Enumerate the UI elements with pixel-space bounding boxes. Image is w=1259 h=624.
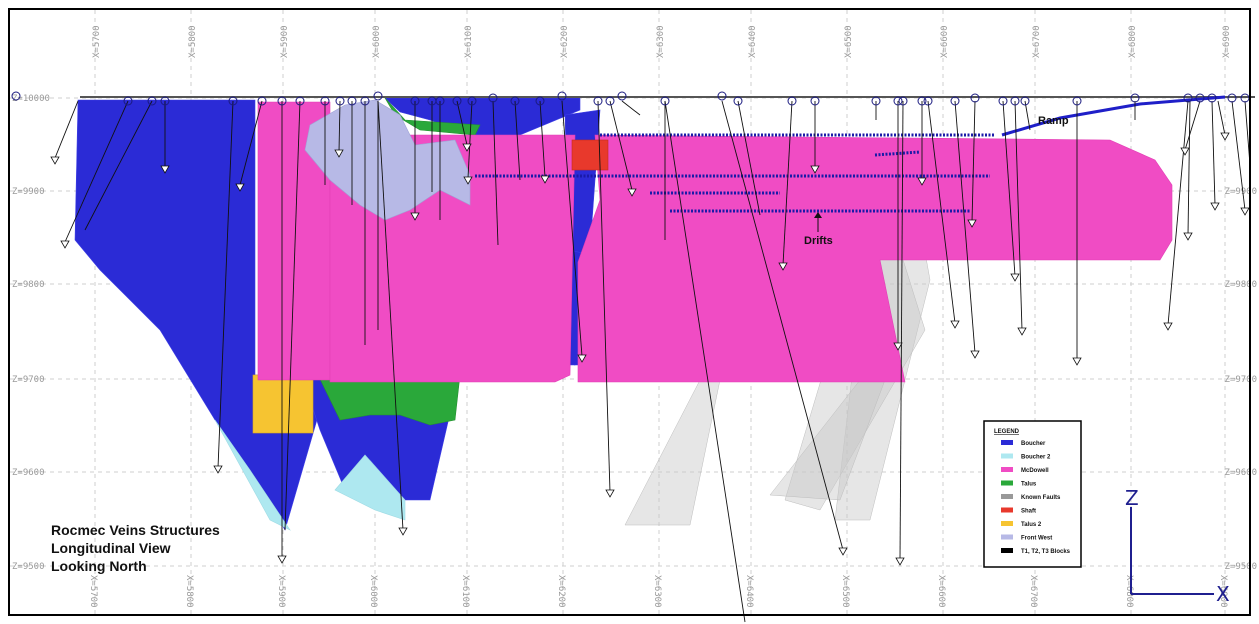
legend-swatch bbox=[1001, 480, 1013, 486]
grid-z-label: Z=9700 bbox=[1224, 375, 1257, 385]
legend-item-label: Talus 2 bbox=[1021, 522, 1042, 528]
grid-z-label: Z=9700 bbox=[12, 375, 45, 385]
grid-x-label: X=6500 bbox=[844, 25, 854, 58]
legend-swatch bbox=[1001, 453, 1013, 459]
ramp-label: Ramp bbox=[1038, 115, 1069, 127]
legend-item-label: McDowell bbox=[1021, 468, 1049, 474]
grid-x-label: X=5700 bbox=[92, 25, 102, 58]
grid-x-label: X=6900 bbox=[1218, 575, 1228, 608]
grid-x-label: X=6800 bbox=[1128, 25, 1138, 58]
grid-x-label: X=5700 bbox=[88, 575, 98, 608]
grid-x-labels-bottom: X=5700 X=5800 X=5900 X=6000 X=6100 X=620… bbox=[88, 575, 1228, 608]
legend-swatches bbox=[1001, 440, 1013, 553]
view-title: Rocmec Veins Structures Longitudinal Vie… bbox=[51, 522, 220, 574]
grid-x-label: X=5900 bbox=[276, 575, 286, 608]
grid-x-label: X=6000 bbox=[368, 575, 378, 608]
legend-item-label: Boucher 2 bbox=[1021, 455, 1051, 461]
grid-x-label: X=6900 bbox=[1222, 25, 1232, 58]
grid-z-labels-left: Z=10000 Z=9900 Z=9800 Z=9700 Z=9600 Z=95… bbox=[12, 94, 50, 572]
legend-swatch bbox=[1001, 494, 1013, 499]
drifts-label: Drifts bbox=[804, 235, 833, 247]
drill-holes bbox=[54, 100, 1251, 623]
legend-swatch bbox=[1001, 507, 1013, 513]
grid-x-label: X=6400 bbox=[748, 25, 758, 58]
grid-z-label: Z=9800 bbox=[12, 280, 45, 290]
drift-levels bbox=[475, 133, 995, 213]
grid-x-label: X=5900 bbox=[280, 25, 290, 58]
boucher-2-vein bbox=[214, 419, 406, 531]
legend-item-label: Shaft bbox=[1021, 509, 1036, 515]
grid-x-label: X=6700 bbox=[1032, 25, 1042, 58]
grid-z-label: Z=9800 bbox=[1224, 280, 1257, 290]
legend-item-label: Talus bbox=[1021, 482, 1037, 488]
legend-swatch bbox=[1001, 548, 1013, 553]
ramp-line bbox=[1001, 95, 1226, 137]
legend-swatch bbox=[1001, 440, 1013, 445]
grid-x-label: X=6800 bbox=[1124, 575, 1134, 608]
legend-swatch bbox=[1001, 534, 1013, 540]
drifts-pointer-head bbox=[814, 212, 822, 218]
grid-z-label: Z=9600 bbox=[12, 468, 45, 478]
grid-x-label: X=6100 bbox=[464, 25, 474, 58]
grid-x-label: X=6700 bbox=[1028, 575, 1038, 608]
legend-labels: Boucher Boucher 2 McDowell Talus Known Fault… bbox=[1021, 441, 1071, 555]
grid-x-label: X=6000 bbox=[372, 25, 382, 58]
legend-item-label: Known Faults bbox=[1021, 495, 1061, 501]
legend-swatch bbox=[1001, 521, 1013, 526]
axis-tripod: Z X bbox=[1125, 486, 1230, 606]
title-line-2: Longitudinal View bbox=[51, 540, 171, 556]
grid-z-label: Z=9900 bbox=[1224, 187, 1257, 197]
grid-z-label: Z=9500 bbox=[1224, 562, 1257, 572]
grid-x-label: X=6300 bbox=[656, 25, 666, 58]
title-line-3: Looking North bbox=[51, 558, 147, 574]
grid-z-label: Z=9600 bbox=[1224, 468, 1257, 478]
legend-item-label: Front West bbox=[1021, 536, 1052, 542]
grid-z-labels-right: Z=9900 Z=9800 Z=9700 Z=9600 Z=9500 bbox=[1224, 187, 1257, 572]
legend-item-label: T1, T2, T3 Blocks bbox=[1021, 549, 1071, 555]
grid-x-label: X=5800 bbox=[184, 575, 194, 608]
grid-z-label: Z=9500 bbox=[12, 562, 45, 572]
grid-x-label: X=5800 bbox=[188, 25, 198, 58]
grid-x-label: X=6500 bbox=[840, 575, 850, 608]
drill-hole-collars bbox=[11, 91, 1250, 106]
z-axis-label: Z bbox=[1125, 486, 1139, 510]
legend-box bbox=[983, 420, 1082, 568]
grid-z-label: Z=9900 bbox=[12, 187, 45, 197]
grid-z-label: Z=10000 bbox=[12, 94, 50, 104]
legend-title: LEGEND bbox=[994, 429, 1020, 435]
grid-x-labels-top: X=5700 X=5800 X=5900 X=6000 X=6100 X=620… bbox=[92, 25, 1232, 58]
grid-x-label: X=6200 bbox=[556, 575, 566, 608]
x-axis-label: X bbox=[1216, 582, 1230, 606]
grid-x-label: X=6100 bbox=[460, 575, 470, 608]
drill-hole-ends bbox=[50, 132, 1250, 566]
legend-swatch bbox=[1001, 467, 1013, 472]
front-west-vein bbox=[304, 99, 471, 221]
grid-x-label: X=6600 bbox=[940, 25, 950, 58]
legend-item-label: Boucher bbox=[1021, 441, 1046, 447]
legend: LEGEND Boucher Boucher 2 McDowell Talus Know… bbox=[983, 420, 1082, 568]
grid-x-label: X=6400 bbox=[744, 575, 754, 608]
title-line-1: Rocmec Veins Structures bbox=[51, 522, 220, 538]
shaft bbox=[571, 139, 609, 171]
grid-x-label: X=6300 bbox=[652, 575, 662, 608]
grid-x-label: X=6200 bbox=[560, 25, 570, 58]
talus-2-vein bbox=[252, 374, 314, 434]
grid-x-label: X=6600 bbox=[936, 575, 946, 608]
